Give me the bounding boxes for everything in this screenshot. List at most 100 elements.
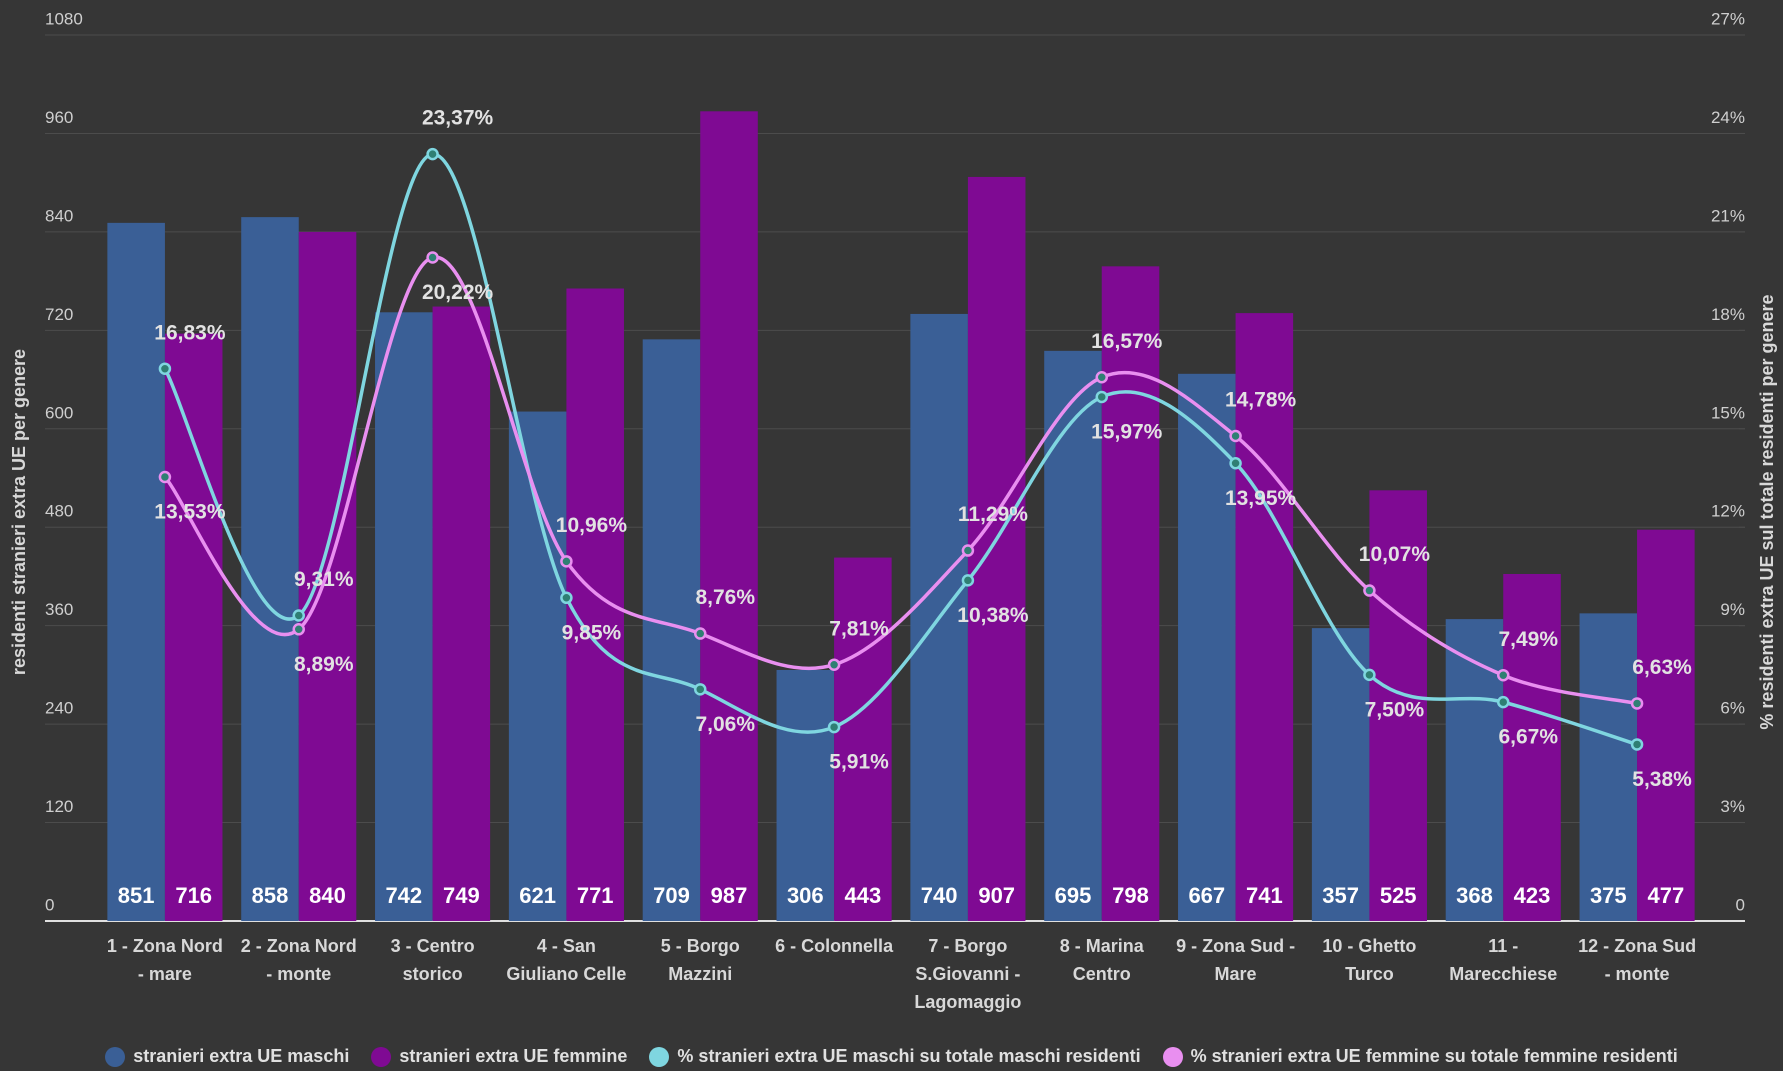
bar xyxy=(1235,313,1294,921)
bar-value-label: 375 xyxy=(1590,883,1627,908)
line-point xyxy=(158,470,172,484)
line-point xyxy=(426,251,439,264)
legend-swatch xyxy=(1162,1046,1183,1067)
legend-item: % stranieri extra UE femmine su totale f… xyxy=(1162,1046,1678,1067)
legend-label: % stranieri extra UE femmine su totale f… xyxy=(1190,1046,1678,1066)
line-value-label: 7,50% xyxy=(1365,698,1425,721)
bar xyxy=(967,176,1026,921)
y2-tick-label: 6% xyxy=(1720,699,1745,718)
line-value-label: 13,53% xyxy=(154,501,226,524)
line-value-label: 15,97% xyxy=(1091,420,1163,443)
bar-value-label: 851 xyxy=(118,883,155,908)
x-tick-label: 8 - Marina Centro xyxy=(1059,936,1144,984)
y2-tick-label: 12% xyxy=(1711,502,1745,521)
bar-value-label: 525 xyxy=(1380,883,1417,908)
bar-value-label: 858 xyxy=(252,883,289,908)
y2-tick-label: 15% xyxy=(1711,403,1745,422)
bar xyxy=(700,111,758,922)
bar xyxy=(508,411,567,921)
line-point xyxy=(961,544,975,557)
line-point xyxy=(694,683,707,696)
bar xyxy=(1178,373,1236,921)
bar xyxy=(107,222,165,922)
bar-value-label: 840 xyxy=(309,883,346,908)
y2-tick-label: 9% xyxy=(1720,600,1745,619)
y-tick-label: 360 xyxy=(45,600,73,619)
x-tick-label: 9 - Zona Sud - Mare xyxy=(1176,936,1296,984)
y-tick-label: 720 xyxy=(45,305,73,324)
bar xyxy=(1101,266,1160,921)
line-point xyxy=(827,720,841,734)
line-point xyxy=(426,147,439,161)
bar-value-label: 987 xyxy=(711,883,748,908)
line-value-label: 7,06% xyxy=(695,713,755,736)
line-value-label: 8,89% xyxy=(294,653,354,676)
y-tick-label: 240 xyxy=(45,699,73,718)
y-tick-label: 1080 xyxy=(45,9,83,28)
bar xyxy=(1579,613,1638,921)
bar-value-label: 667 xyxy=(1188,883,1225,908)
line-point xyxy=(1229,456,1242,470)
line-point xyxy=(1363,584,1376,597)
line xyxy=(163,152,1638,747)
line-point xyxy=(694,627,707,640)
line-value-label: 7,49% xyxy=(1498,628,1558,651)
bar-value-label: 423 xyxy=(1514,883,1551,908)
y2-tick-label: 18% xyxy=(1711,305,1745,324)
line-point xyxy=(1497,668,1510,682)
legend-item: stranieri extra UE femmine xyxy=(371,1046,627,1067)
line-value-label: 14,78% xyxy=(1225,389,1297,412)
line-value-label: 16,83% xyxy=(154,321,226,344)
line-value-label: 16,57% xyxy=(1091,330,1163,353)
legend-item: % stranieri extra UE maschi su totale ma… xyxy=(649,1046,1141,1067)
legend-swatch xyxy=(649,1046,670,1067)
y2-axis-label: % residenti extra UE sul totale resident… xyxy=(1757,294,1777,729)
bar-value-label: 741 xyxy=(1246,883,1283,908)
y2-tick-label: 27% xyxy=(1711,9,1745,28)
line-point xyxy=(1095,371,1108,384)
y2-tick-label: 0 xyxy=(1736,895,1745,914)
x-tick-label: 7 - Borgo S.Giovanni - Lagomaggio xyxy=(914,936,1022,1012)
bar-value-label: 709 xyxy=(653,883,690,908)
bar-value-label: 357 xyxy=(1322,883,1359,908)
bar xyxy=(1503,573,1561,921)
line-value-label: 11,29% xyxy=(958,503,1028,526)
line-value-label: 9,85% xyxy=(562,621,622,644)
x-tick-label: 5 - Borgo Mazzini xyxy=(660,936,740,984)
legend-label: stranieri extra UE femmine xyxy=(399,1046,628,1066)
bar-value-label: 368 xyxy=(1456,883,1493,908)
bar-value-label: 798 xyxy=(1112,883,1149,908)
line-value-label: 8,76% xyxy=(695,586,755,609)
bar xyxy=(1311,628,1370,921)
x-tick-label: 2 - Zona Nord - monte xyxy=(240,936,357,984)
bar-value-label: 771 xyxy=(577,883,614,908)
bar xyxy=(1369,490,1427,921)
x-tick-label: 3 - Centro storico xyxy=(390,936,475,984)
bar xyxy=(241,217,299,922)
y-tick-label: 600 xyxy=(45,403,73,422)
y-tick-label: 840 xyxy=(45,206,73,225)
x-tick-label: 10 - Ghetto Turco xyxy=(1322,936,1417,984)
legend-label: stranieri extra UE maschi xyxy=(133,1046,350,1066)
y-tick-label: 0 xyxy=(45,895,54,914)
legend-item: stranieri extra UE maschi xyxy=(105,1046,349,1067)
line-point xyxy=(1095,390,1108,404)
bar-value-label: 695 xyxy=(1055,883,1092,908)
bar xyxy=(375,312,433,922)
line-value-label: 20,22% xyxy=(422,281,494,304)
line-point xyxy=(1497,695,1510,709)
line-point xyxy=(560,555,573,568)
bar xyxy=(776,669,835,921)
line-value-label: 6,63% xyxy=(1632,656,1692,679)
legend-label: % stranieri extra UE maschi su totale ma… xyxy=(677,1046,1141,1066)
line-point xyxy=(292,623,305,636)
y2-tick-label: 21% xyxy=(1711,206,1745,225)
bar-value-label: 716 xyxy=(175,883,212,908)
bar-value-label: 740 xyxy=(921,883,958,908)
bar-value-label: 443 xyxy=(844,883,881,908)
line-value-label: 5,38% xyxy=(1632,768,1692,791)
bar xyxy=(1637,529,1695,921)
legend-swatch xyxy=(371,1046,392,1067)
bar-value-label: 306 xyxy=(787,883,824,908)
